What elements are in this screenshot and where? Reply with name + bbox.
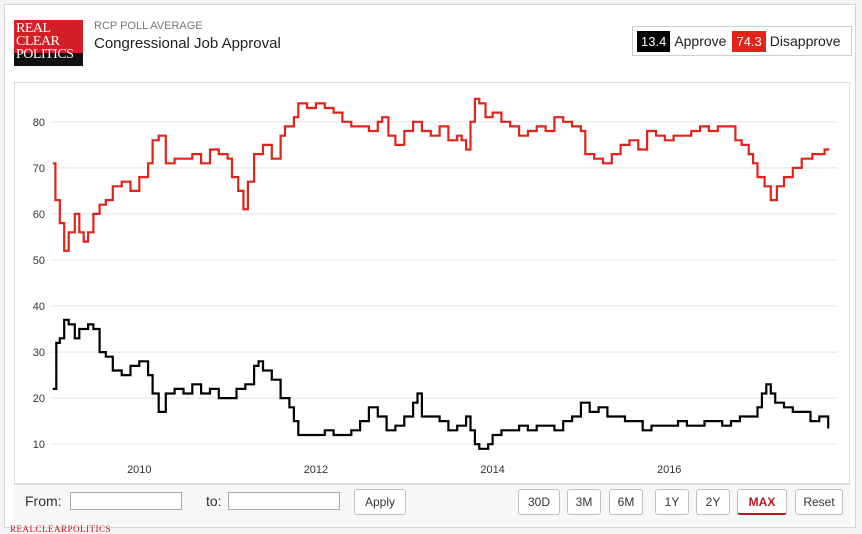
from-date-input[interactable] xyxy=(70,492,182,510)
y-tick-label-60: 60 xyxy=(33,209,45,221)
disapprove-label: Disapprove xyxy=(769,33,841,49)
reset-button[interactable]: Reset xyxy=(795,489,843,515)
legend-box: 13.4 Approve 74.3 Disapprove xyxy=(632,26,852,56)
to-label: to: xyxy=(206,493,222,509)
range-1y-button[interactable]: 1Y xyxy=(655,489,689,515)
plot-panel: 10 20 30 40 50 60 70 80 2010 2012 2014 2016 xyxy=(14,82,850,484)
x-tick-label-2014: 2014 xyxy=(480,464,504,476)
logo-line-2: CLEAR xyxy=(16,34,60,49)
range-max-button[interactable]: MAX xyxy=(737,489,787,515)
x-tick-label-2016: 2016 xyxy=(657,464,681,476)
approve-value-badge: 13.4 xyxy=(637,30,671,52)
x-tick-label-2010: 2010 xyxy=(127,464,151,476)
y-tick-label-20: 20 xyxy=(33,393,45,405)
range-2y-button[interactable]: 2Y xyxy=(696,489,730,515)
y-tick-label-40: 40 xyxy=(33,301,45,313)
y-tick-label-10: 10 xyxy=(33,439,45,451)
range-controls: From: to: Apply 30D 3M 6M 1Y 2Y MAX Rese… xyxy=(14,484,850,525)
from-label: From: xyxy=(25,493,62,509)
range-6m-button[interactable]: 6M xyxy=(609,489,643,515)
apply-button[interactable]: Apply xyxy=(354,489,406,515)
series-line-approve xyxy=(52,318,830,450)
footer-brand: REALCLEARPOLITICS xyxy=(10,524,112,534)
range-30d-button[interactable]: 30D xyxy=(518,489,560,515)
disapprove-value-badge: 74.3 xyxy=(732,30,766,52)
approve-label: Approve xyxy=(674,33,727,49)
line-chart: 10 20 30 40 50 60 70 80 2010 2012 2014 2016 xyxy=(33,97,837,476)
logo-line-1: REAL xyxy=(16,21,51,36)
to-date-input[interactable] xyxy=(228,492,340,510)
y-tick-label-50: 50 xyxy=(33,255,45,267)
chart-title: Congressional Job Approval xyxy=(94,35,281,52)
range-3m-button[interactable]: 3M xyxy=(567,489,601,515)
series-line-disapprove xyxy=(52,97,830,252)
logo-line-3: POLITICS xyxy=(16,47,74,62)
chart-kicker: RCP POLL AVERAGE xyxy=(94,20,203,32)
x-tick-label-2012: 2012 xyxy=(304,464,328,476)
y-tick-label-30: 30 xyxy=(33,347,45,359)
rcp-logo: REAL CLEAR POLITICS xyxy=(14,20,83,66)
y-tick-label-70: 70 xyxy=(33,163,45,175)
y-tick-label-80: 80 xyxy=(33,117,45,129)
